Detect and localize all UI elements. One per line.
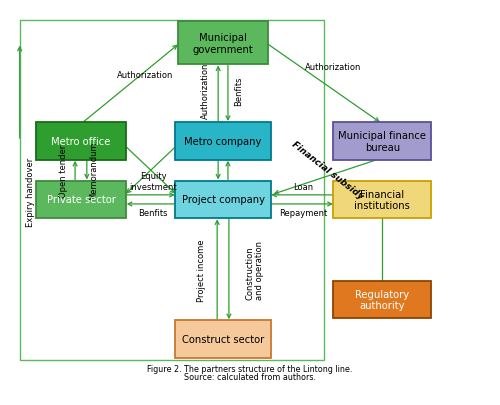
Text: Expiry handover: Expiry handover: [26, 158, 36, 227]
Text: Metro office: Metro office: [52, 136, 110, 147]
Text: Financial subsidy: Financial subsidy: [290, 139, 365, 200]
Text: Municipal
government: Municipal government: [192, 33, 254, 54]
FancyBboxPatch shape: [176, 123, 271, 160]
Text: Project company: Project company: [182, 195, 264, 205]
Text: Loan: Loan: [293, 182, 313, 191]
FancyBboxPatch shape: [178, 22, 268, 65]
Text: Equity
investment: Equity investment: [129, 172, 177, 191]
FancyBboxPatch shape: [176, 181, 271, 219]
FancyBboxPatch shape: [334, 123, 432, 160]
Text: Project income: Project income: [197, 239, 206, 301]
Text: Authorization: Authorization: [305, 63, 362, 72]
Text: Benfits: Benfits: [138, 208, 168, 217]
Text: Figure 2. The partners structure of the Lintong line.: Figure 2. The partners structure of the …: [148, 364, 352, 373]
Text: Financial
institutions: Financial institutions: [354, 189, 410, 211]
Text: Authorization: Authorization: [201, 62, 210, 119]
FancyBboxPatch shape: [36, 181, 126, 219]
Text: Construct sector: Construct sector: [182, 334, 264, 344]
Text: Memorandum: Memorandum: [90, 141, 98, 200]
Text: Source: calculated from authors.: Source: calculated from authors.: [184, 372, 316, 381]
FancyBboxPatch shape: [334, 181, 432, 219]
Text: Open tender: Open tender: [58, 144, 68, 197]
Text: Construction
and operation: Construction and operation: [245, 240, 264, 299]
Text: Private sector: Private sector: [46, 195, 116, 205]
FancyBboxPatch shape: [176, 320, 271, 358]
FancyBboxPatch shape: [36, 123, 126, 160]
Text: Municipal finance
bureau: Municipal finance bureau: [338, 131, 426, 152]
Text: Metro company: Metro company: [184, 136, 262, 147]
Text: Regulatory
authority: Regulatory authority: [355, 289, 410, 311]
FancyBboxPatch shape: [334, 281, 432, 319]
Text: Authorization: Authorization: [116, 70, 173, 79]
Text: Repayment: Repayment: [279, 208, 327, 217]
Text: Benfits: Benfits: [234, 76, 244, 105]
